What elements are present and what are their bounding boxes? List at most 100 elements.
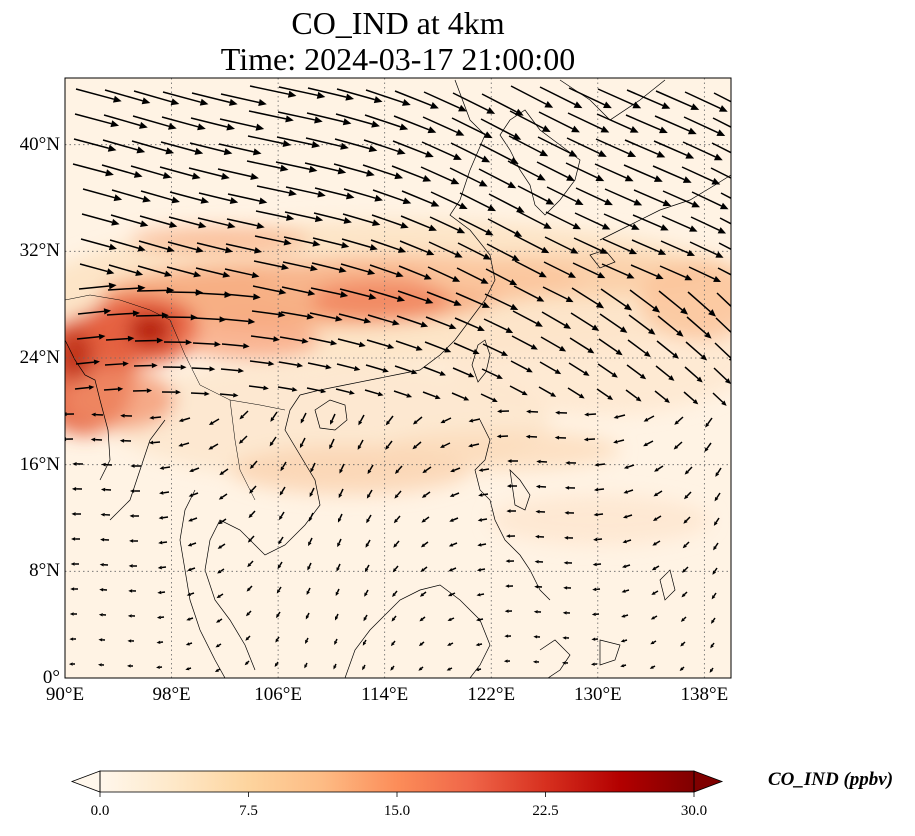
wind-arrow [584, 412, 597, 417]
wind-arrow [157, 565, 167, 570]
wind-arrow [563, 586, 572, 590]
wind-arrow [208, 418, 220, 425]
wind-arrow [91, 412, 104, 417]
wind-arrow [127, 664, 134, 668]
wind-arrow [78, 282, 117, 290]
wind-arrow [107, 284, 146, 292]
wind-arrow [509, 385, 528, 396]
wind-arrow [98, 613, 107, 617]
wind-arrow [481, 368, 503, 379]
wind-arrow [602, 238, 638, 255]
wind-arrow [661, 215, 698, 232]
wind-arrow [653, 140, 695, 159]
wind-arrow [412, 441, 422, 450]
wind-arrow [79, 263, 115, 275]
wind-arrow [656, 340, 679, 359]
colorbar-label: CO_IND (ppbv) [768, 769, 894, 790]
wind-arrow [613, 439, 625, 444]
wind-arrow [674, 416, 684, 425]
wind-arrow [650, 640, 657, 645]
wind-arrow [310, 462, 316, 473]
wind-arrow [309, 312, 343, 322]
wind-arrow [248, 385, 269, 391]
wind-arrow [660, 240, 696, 256]
wind-arrow [280, 461, 287, 472]
wind-arrow [391, 165, 432, 182]
wind-arrow [307, 87, 355, 101]
wind-arrow [310, 287, 349, 298]
wind-arrow [710, 167, 731, 179]
wind-arrow [478, 493, 489, 497]
wind-arrow [713, 92, 731, 103]
wind-arrow [451, 117, 493, 139]
wind-arrow [71, 512, 82, 516]
wind-arrow [652, 165, 692, 183]
wind-arrow [394, 90, 439, 109]
wind-arrow [604, 188, 643, 206]
wind-arrow [680, 616, 687, 622]
colorbar-tick-label: 7.5 [239, 803, 258, 819]
colorbar-tick-label: 0.0 [91, 803, 110, 819]
wind-arrow [191, 92, 238, 106]
wind-arrow [132, 388, 153, 393]
wind-arrow [284, 211, 324, 223]
wind-arrow [135, 312, 169, 319]
wind-arrow [506, 509, 517, 513]
wind-arrow [643, 440, 654, 447]
wind-arrow [452, 92, 496, 114]
wind-arrow [75, 359, 100, 365]
wind-arrow [227, 193, 268, 205]
wind-arrow [682, 141, 723, 161]
wind-arrow [419, 616, 426, 622]
wind-arrow [276, 611, 281, 619]
wind-arrow [244, 660, 250, 666]
wind-arrow [330, 413, 336, 425]
wind-arrow [178, 417, 191, 423]
wind-arrow [139, 215, 178, 228]
wind-arrow [149, 415, 162, 420]
wind-arrow [454, 317, 485, 331]
wind-arrow [525, 434, 538, 439]
wind-arrow [401, 190, 440, 207]
wind-arrow [217, 568, 225, 574]
wind-arrow [371, 214, 409, 229]
wind-arrow [483, 318, 514, 333]
wind-arrow [385, 440, 393, 450]
wind-arrow [562, 611, 571, 615]
wind-arrow [512, 310, 543, 327]
wind-arrow [188, 492, 199, 497]
wind-arrow [195, 267, 231, 278]
wind-arrow [684, 91, 728, 112]
wind-arrow [218, 143, 262, 156]
wind-arrow [77, 308, 112, 315]
wind-arrow [684, 466, 693, 475]
wind-arrow [99, 588, 108, 592]
wind-arrow [704, 442, 712, 453]
wind-arrow [148, 440, 161, 445]
wind-arrow [275, 161, 318, 173]
wind-arrow [565, 162, 605, 182]
wind-arrow [539, 361, 562, 375]
wind-arrow [278, 536, 284, 545]
wind-arrow [543, 261, 577, 278]
wind-arrow [190, 391, 210, 397]
colorbar-extend-low [70, 770, 101, 793]
wind-arrow [681, 166, 721, 185]
wind-arrow [308, 537, 313, 547]
wind-arrow [623, 489, 634, 494]
wind-arrow [685, 341, 708, 361]
wind-arrow [334, 638, 338, 646]
wind-arrow [277, 111, 323, 124]
wind-arrow [711, 142, 731, 154]
wind-arrow [157, 590, 166, 595]
wind-arrow [392, 565, 399, 573]
wind-arrow [370, 239, 407, 253]
lat-tick-label: 8°N [29, 560, 60, 582]
wind-arrow [216, 618, 223, 623]
wind-arrow [98, 638, 106, 642]
wind-arrow [276, 136, 321, 149]
wind-arrow [133, 90, 180, 106]
wind-arrow [475, 642, 483, 647]
wind-arrow [364, 114, 409, 131]
wind-arrow [690, 216, 727, 234]
